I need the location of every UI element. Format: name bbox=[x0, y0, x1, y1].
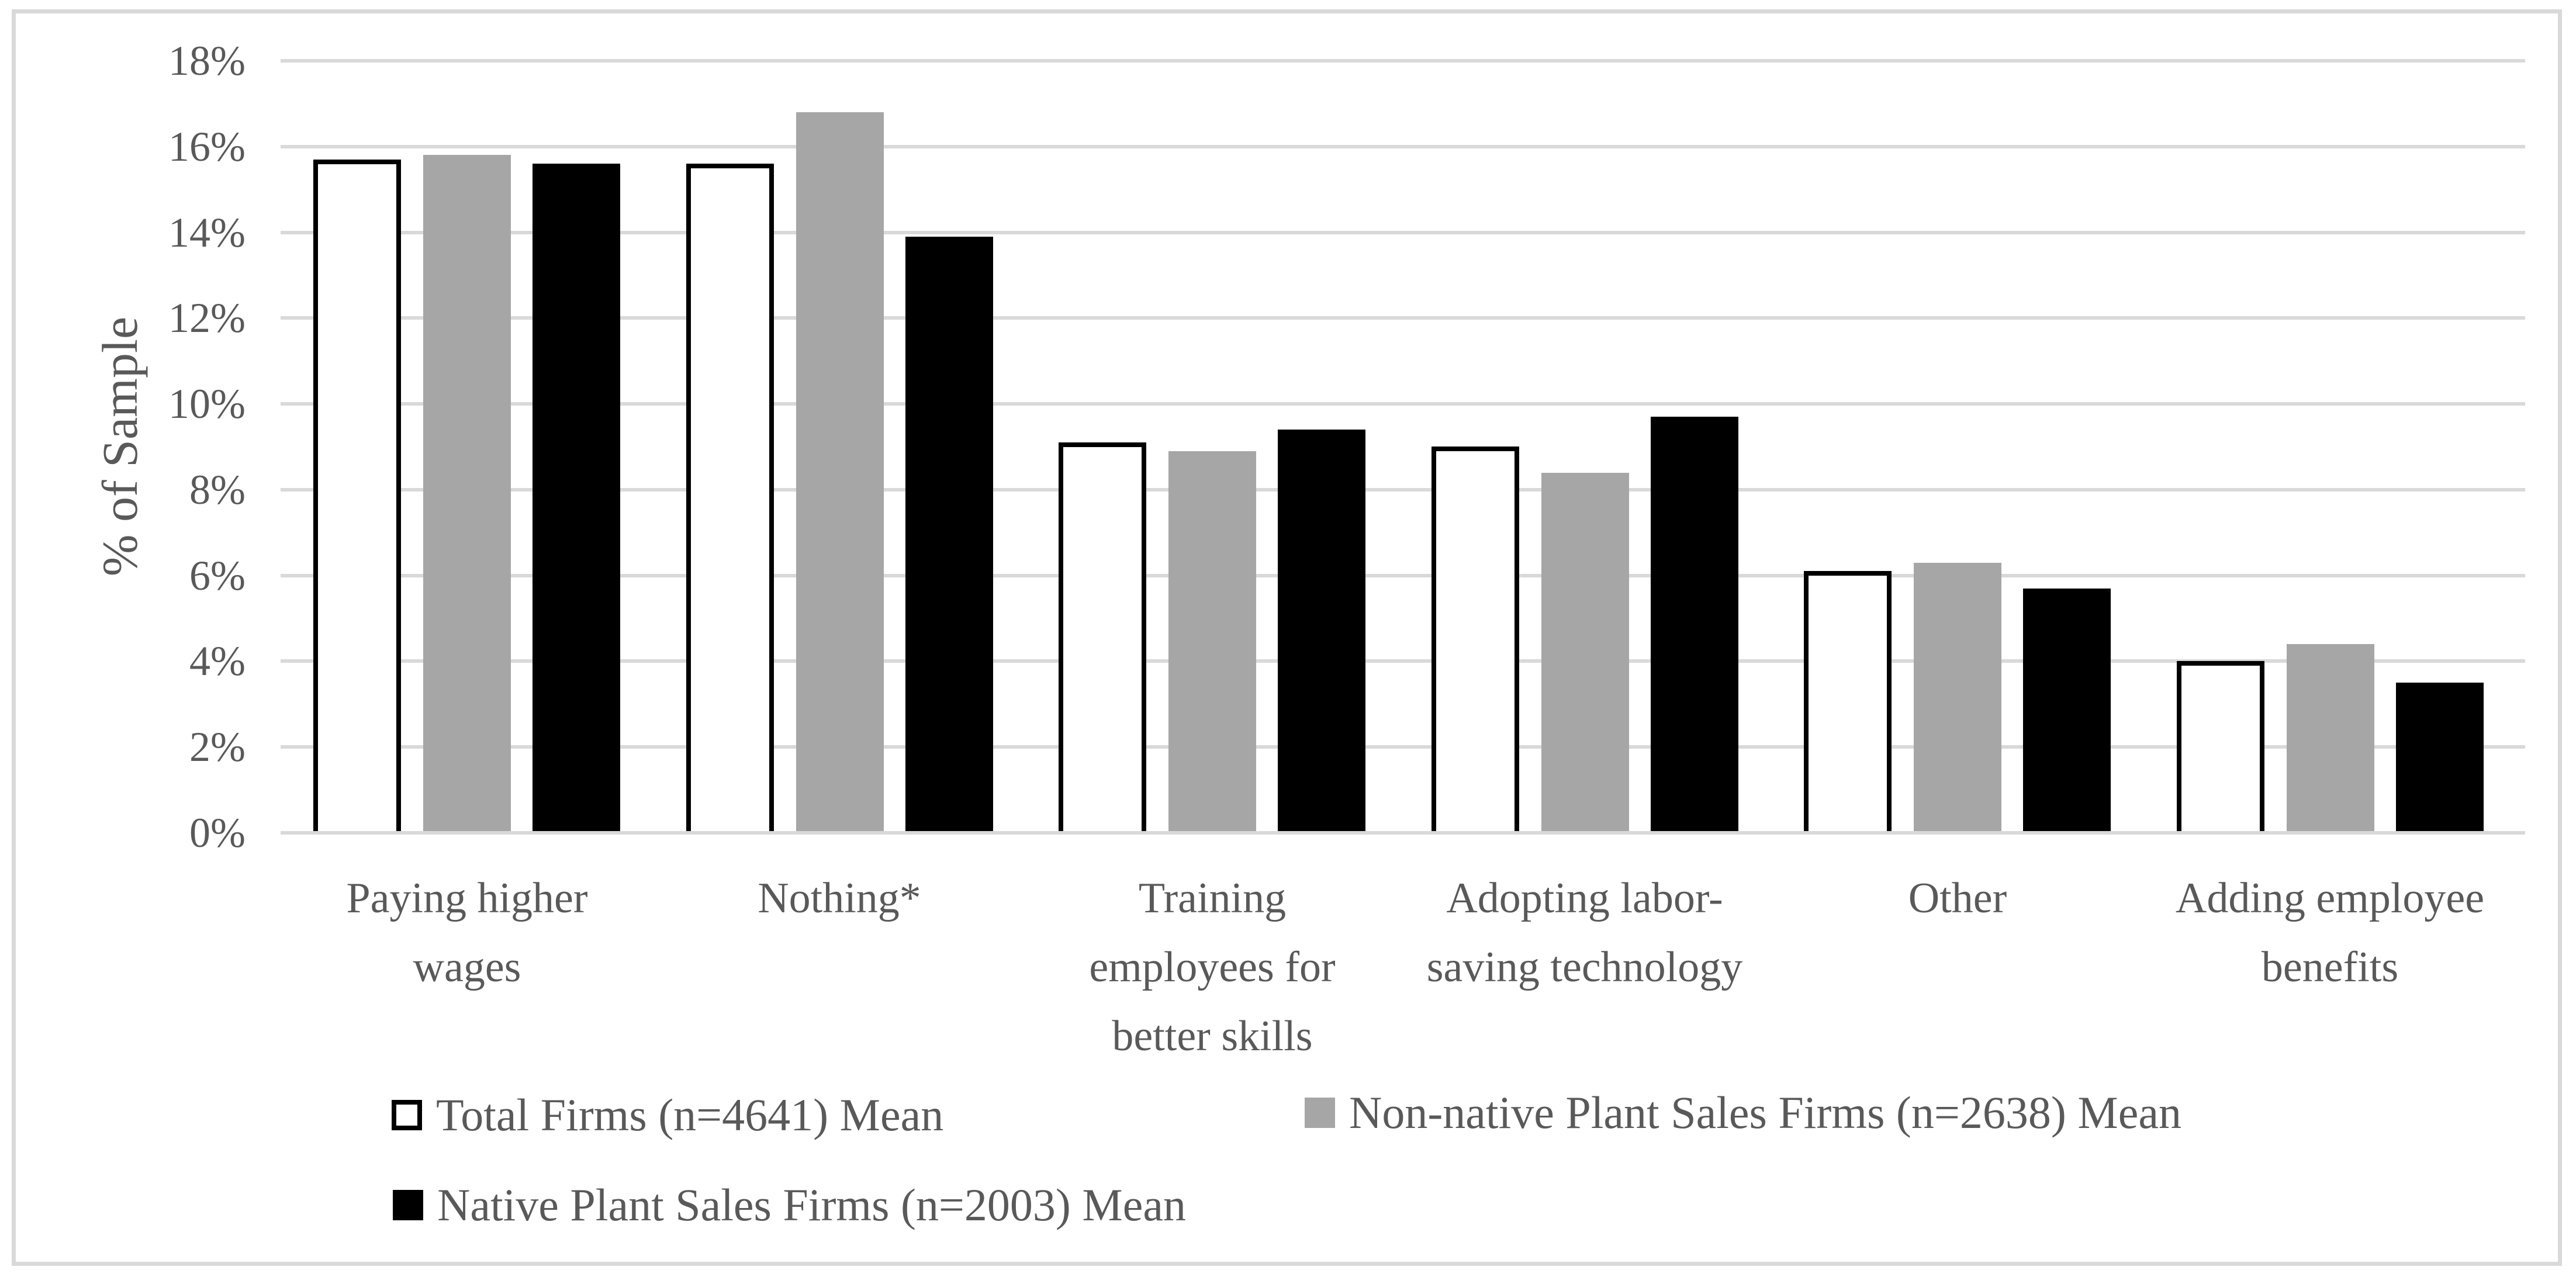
bar-total-firms bbox=[1432, 447, 1519, 833]
legend-label: Native Plant Sales Firms (n=2003) Mean bbox=[437, 1179, 1186, 1230]
y-tick-label: 4% bbox=[189, 638, 246, 684]
category-label-line: saving technology bbox=[1426, 943, 1743, 991]
legend-label: Total Firms (n=4641) Mean bbox=[436, 1089, 944, 1140]
bar-non-native-firms bbox=[796, 112, 884, 833]
y-tick-label: 18% bbox=[168, 37, 246, 84]
gridline bbox=[313, 59, 2525, 63]
bar-total-firms bbox=[2177, 661, 2264, 833]
category-label: Training employees for better skills bbox=[1014, 864, 1411, 1071]
category-label: Other bbox=[1759, 864, 2156, 933]
y-axis-tick bbox=[281, 488, 313, 492]
y-axis-tick bbox=[281, 231, 313, 234]
category-label-line: wages bbox=[413, 943, 521, 991]
category-label: Adding employee benefits bbox=[2131, 864, 2529, 1002]
gridline bbox=[313, 574, 2525, 577]
legend-label: Non-native Plant Sales Firms (n=2638) Me… bbox=[1349, 1087, 2181, 1138]
bar-native-firms bbox=[1651, 417, 1738, 833]
bar-non-native-firms bbox=[423, 155, 511, 833]
legend-item: Native Plant Sales Firms (n=2003) Mean bbox=[393, 1179, 1186, 1231]
legend-item: Total Firms (n=4641) Mean bbox=[392, 1089, 943, 1141]
gridline bbox=[313, 659, 2525, 663]
bar-total-firms bbox=[313, 160, 401, 833]
category-label: Adopting labor-saving technology bbox=[1386, 864, 1783, 1002]
y-tick-label: 14% bbox=[168, 209, 246, 256]
bar-native-firms bbox=[2396, 683, 2484, 833]
y-axis-tick bbox=[281, 745, 313, 749]
category-label: Paying higher wages bbox=[268, 864, 666, 1002]
legend-item: Non-native Plant Sales Firms (n=2638) Me… bbox=[1305, 1086, 2181, 1139]
y-axis-tick bbox=[281, 145, 313, 148]
category-label-line: better skills bbox=[1112, 1012, 1313, 1060]
y-axis-tick bbox=[281, 659, 313, 663]
category-label-line: Training bbox=[1138, 874, 1287, 922]
bar-non-native-firms bbox=[2287, 644, 2374, 833]
legend-marker-total-firms bbox=[392, 1100, 422, 1130]
legend-marker-native-firms bbox=[393, 1190, 423, 1220]
y-axis-tick bbox=[281, 831, 313, 835]
bar-non-native-firms bbox=[1914, 563, 2001, 833]
y-axis-tick bbox=[281, 59, 313, 63]
bar-non-native-firms bbox=[1541, 473, 1629, 833]
category-label-line: Paying higher bbox=[346, 874, 588, 922]
x-axis-line bbox=[313, 831, 2525, 835]
bar-total-firms bbox=[686, 164, 774, 833]
category-label-line: Adopting labor- bbox=[1446, 874, 1723, 922]
y-axis-tick bbox=[281, 316, 313, 320]
gridline bbox=[313, 316, 2525, 320]
bar-native-firms bbox=[1278, 430, 1365, 833]
category-label: Nothing* bbox=[641, 864, 1038, 933]
category-label-line: Nothing* bbox=[758, 874, 921, 922]
y-axis-tick bbox=[281, 402, 313, 406]
bar-total-firms bbox=[1804, 571, 1892, 833]
bar-native-firms bbox=[905, 237, 993, 833]
y-tick-label: 10% bbox=[168, 380, 246, 427]
gridline bbox=[313, 488, 2525, 492]
bar-native-firms bbox=[533, 164, 620, 833]
y-tick-label: 0% bbox=[189, 809, 246, 856]
y-tick-label: 8% bbox=[189, 466, 246, 513]
gridline bbox=[313, 231, 2525, 234]
y-tick-label: 12% bbox=[168, 295, 246, 341]
y-axis-tick bbox=[281, 574, 313, 577]
y-tick-label: 2% bbox=[189, 724, 246, 770]
gridline bbox=[313, 402, 2525, 406]
gridline bbox=[313, 145, 2525, 148]
legend-marker-non-native-firms bbox=[1305, 1098, 1335, 1128]
category-label-line: benefits bbox=[2261, 943, 2399, 991]
bar-native-firms bbox=[2023, 589, 2111, 833]
gridline bbox=[313, 745, 2525, 749]
category-label-line: Other bbox=[1908, 874, 2007, 922]
y-tick-label: 6% bbox=[189, 552, 246, 599]
bar-total-firms bbox=[1059, 442, 1146, 833]
bar-non-native-firms bbox=[1168, 451, 1256, 833]
y-tick-label: 16% bbox=[168, 123, 246, 170]
y-axis-title: % of Sample bbox=[92, 316, 148, 577]
category-label-line: Adding employee bbox=[2175, 874, 2485, 922]
category-label-line: employees for bbox=[1089, 943, 1336, 991]
plot-area bbox=[281, 59, 2525, 835]
